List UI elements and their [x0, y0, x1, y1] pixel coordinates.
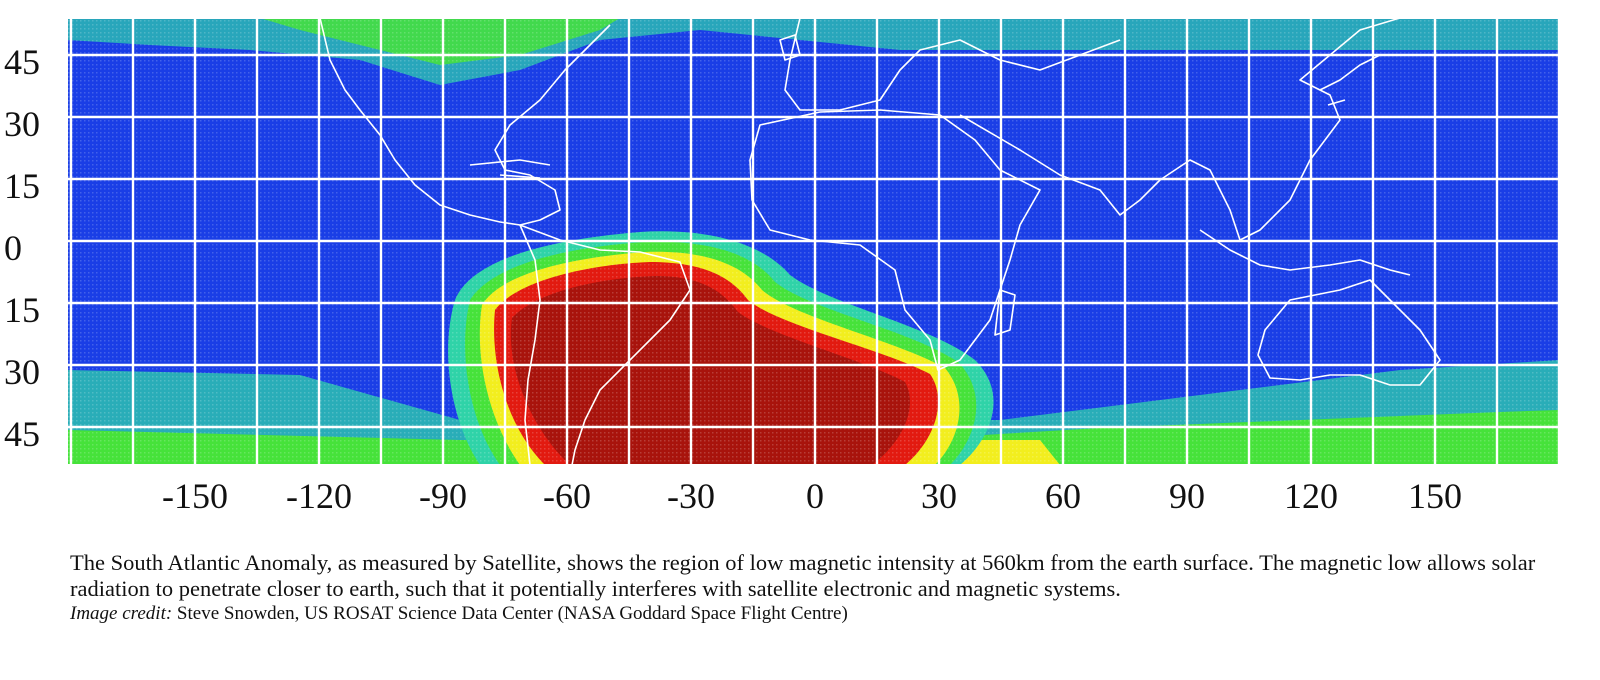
- lat-label: 45: [4, 414, 40, 454]
- coastline-europe: [784, 18, 1121, 111]
- lon-label: 60: [1045, 476, 1081, 516]
- coastline-south-america: [519, 224, 691, 465]
- coastline-asia: [959, 18, 1401, 241]
- coastline-madagascar: [994, 289, 1016, 336]
- coastline-africa: [749, 109, 1041, 371]
- lat-label: 0: [4, 228, 22, 268]
- lon-label: 150: [1408, 476, 1462, 516]
- image-credit: Image credit: Steve Snowden, US ROSAT Sc…: [70, 602, 1570, 626]
- lat-label: 15: [4, 290, 40, 330]
- lat-label: 15: [4, 166, 40, 206]
- coastline-caribbean: [469, 159, 551, 179]
- coastline-australia: [1257, 279, 1441, 386]
- lon-label: 120: [1284, 476, 1338, 516]
- lon-label: -150: [162, 476, 228, 516]
- credit-label: Image credit:: [70, 603, 173, 624]
- lon-label: 0: [806, 476, 824, 516]
- caption-text: The South Atlantic Anomaly, as measured …: [70, 550, 1536, 601]
- coastline-japan: [1319, 54, 1381, 106]
- lon-label: 90: [1169, 476, 1205, 516]
- magnetic-anomaly-map: [66, 17, 1560, 466]
- figure-caption: The South Atlantic Anomaly, as measured …: [70, 550, 1570, 626]
- lat-label: 30: [4, 104, 40, 144]
- lon-label: -120: [286, 476, 352, 516]
- map-area: [67, 18, 1559, 465]
- lon-label: 30: [921, 476, 957, 516]
- lon-label: -90: [419, 476, 467, 516]
- lat-lon-grid: [67, 18, 1559, 465]
- lon-label: -60: [543, 476, 591, 516]
- credit-text: Steve Snowden, US ROSAT Science Data Cen…: [176, 603, 848, 624]
- lat-label: 45: [4, 42, 40, 82]
- map-frame: [66, 17, 1560, 466]
- coastline-north-america: [319, 18, 611, 226]
- coastlines: [319, 18, 1441, 465]
- map-figure: 45 30 15 0 15 30 45 -150 -120 -90 -60 -3…: [4, 17, 1560, 516]
- lon-label: -30: [667, 476, 715, 516]
- lat-label: 30: [4, 352, 40, 392]
